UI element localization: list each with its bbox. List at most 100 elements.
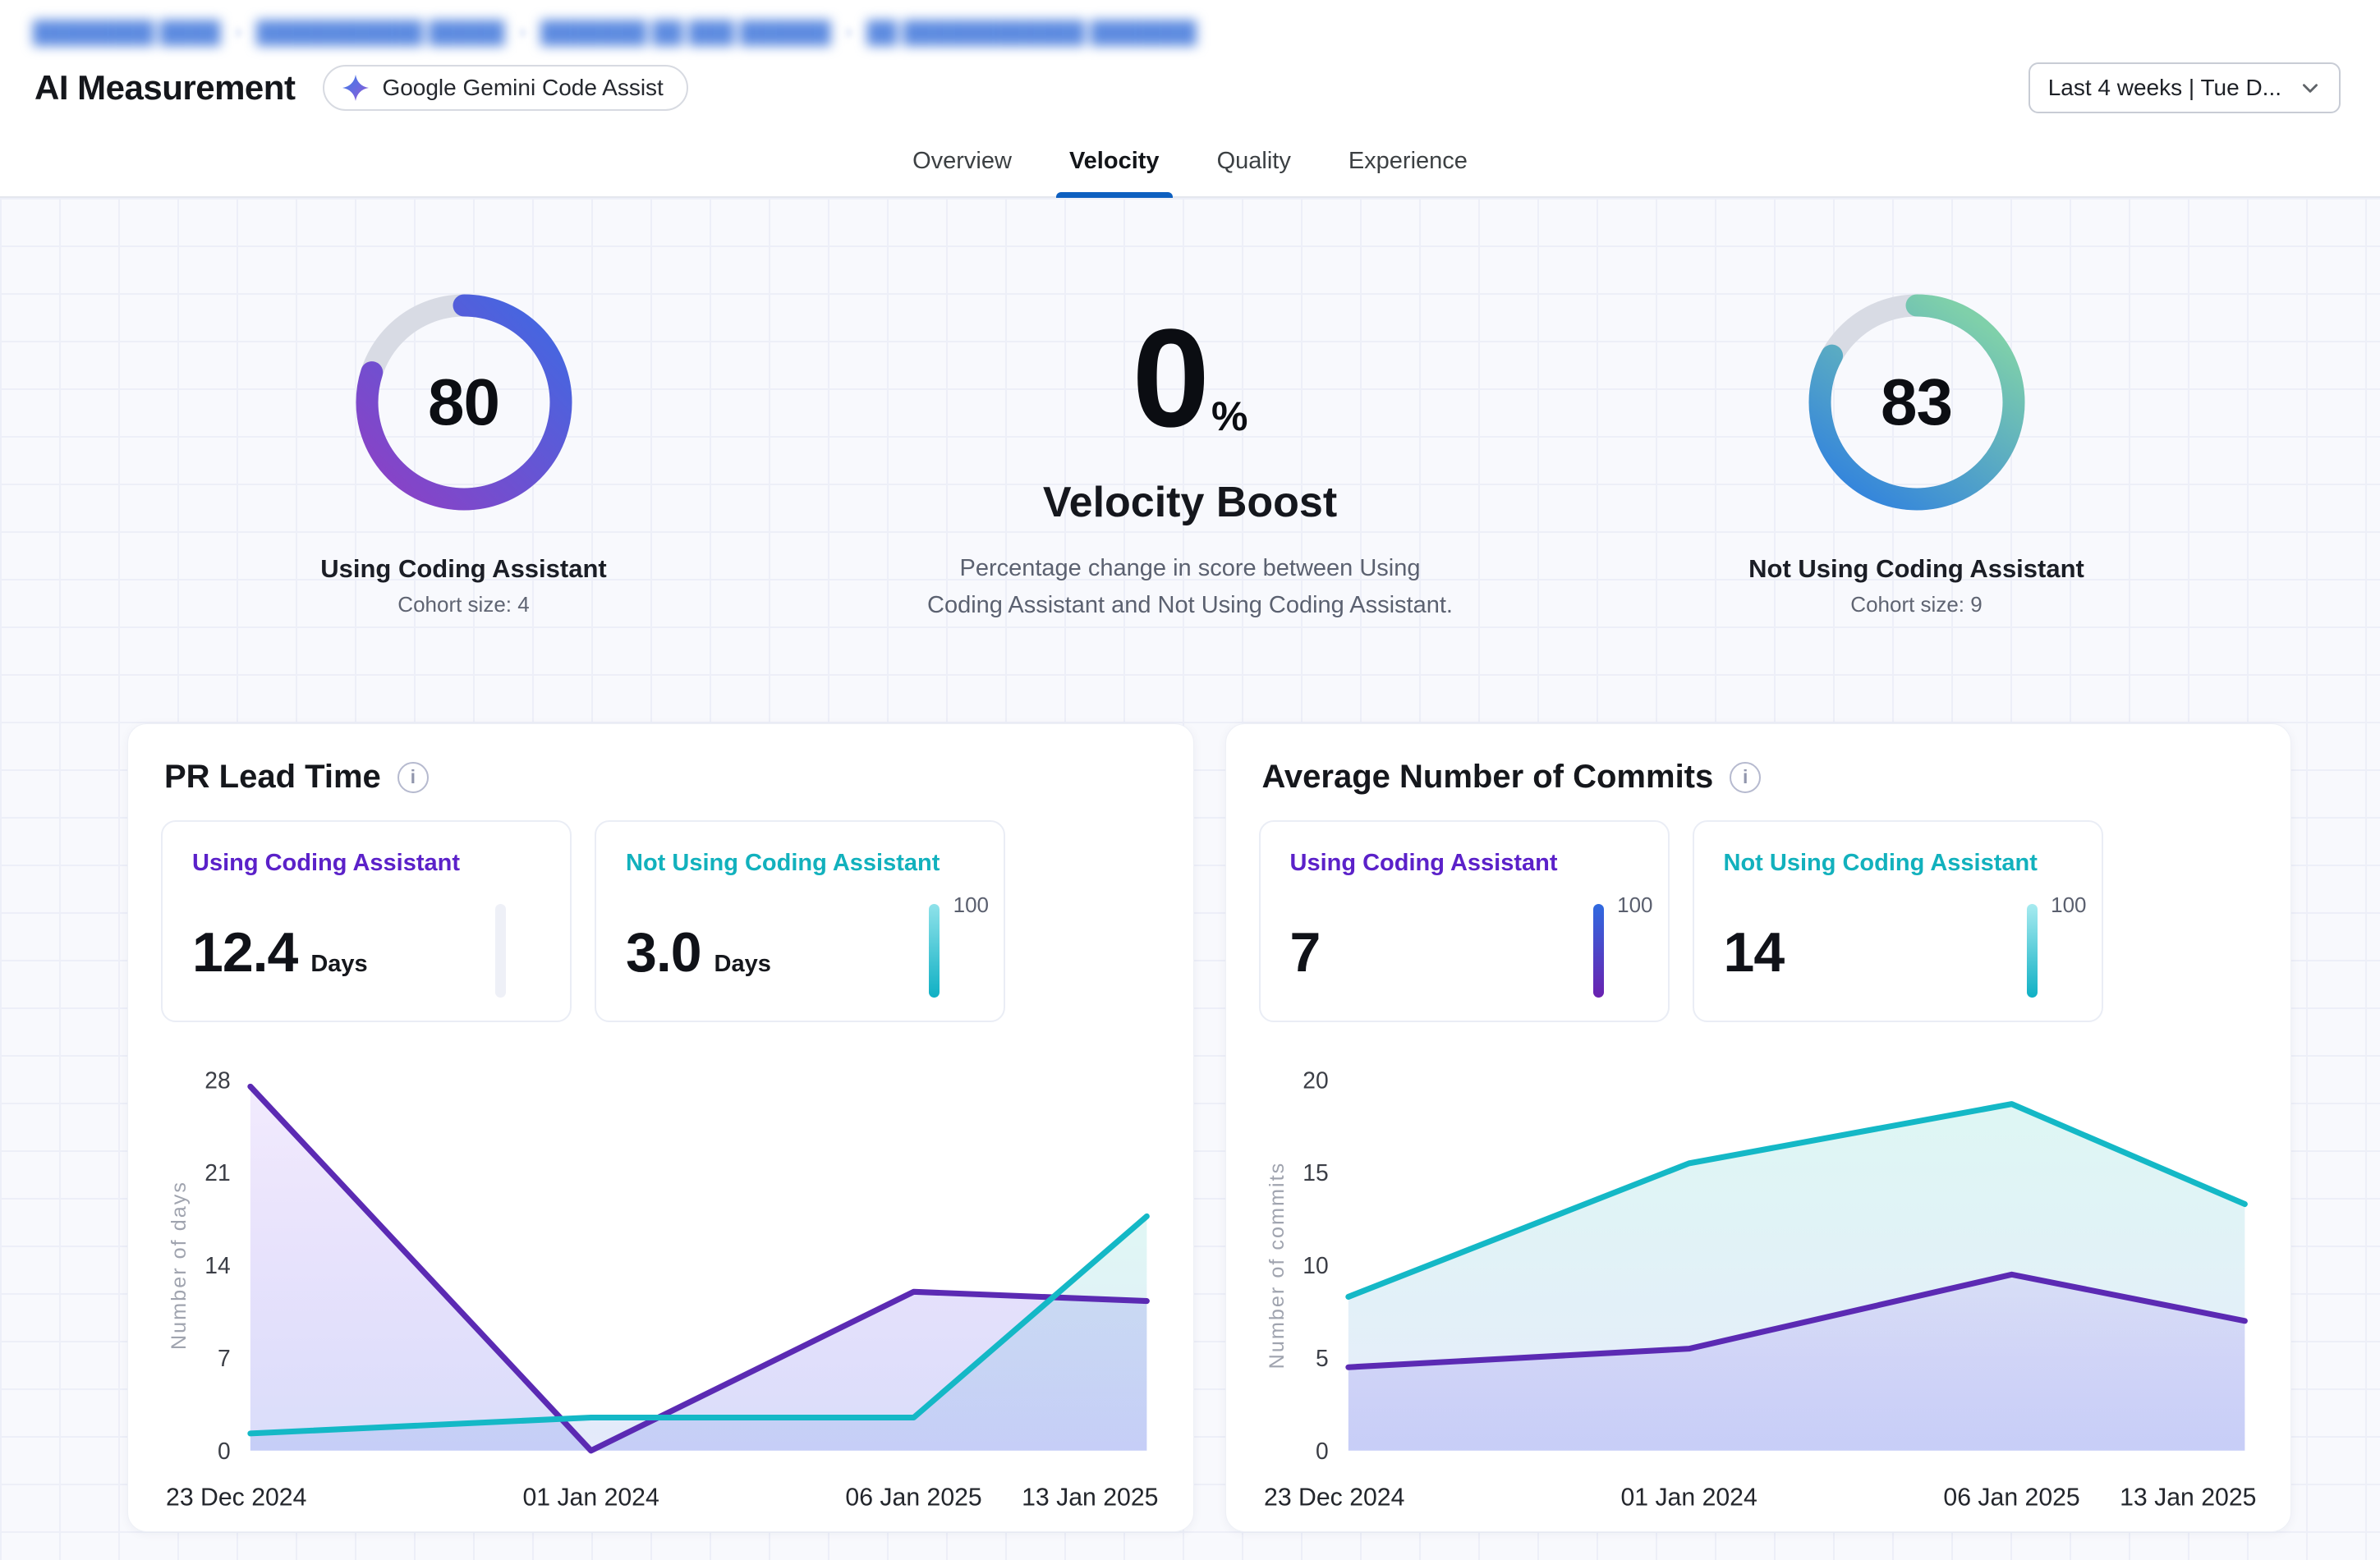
series-area: [250, 1216, 1147, 1451]
velocity-boost: 0 % Velocity Boost Percentage change in …: [878, 283, 1502, 723]
velocity-summary: 80 Using Coding Assistant Cohort size: 4…: [0, 198, 2380, 723]
y-tick-label: 28: [204, 1067, 230, 1093]
breadcrumb-item[interactable]: ██ ████████████ ███████: [866, 19, 1197, 44]
card-title: Average Number of Commits: [1261, 759, 1714, 795]
stat-using-coding-assistant: Using Coding Assistant 12.4 Days: [161, 820, 572, 1022]
x-tick-label: 06 Jan 2025: [845, 1484, 981, 1511]
boost-number: 0: [1132, 301, 1210, 457]
stat-value: 7: [1289, 921, 1321, 984]
gauge-score-value: 80: [428, 365, 500, 438]
stat-row: Using Coding Assistant 12.4 Days Not Usi…: [161, 820, 1160, 1022]
chevron-down-icon: [2303, 84, 2318, 93]
y-tick-label: 0: [1315, 1438, 1328, 1464]
stat-not-using-coding-assistant: Not Using Coding Assistant 14 100: [1692, 820, 2103, 1022]
velocity-boost-description: Percentage change in score between Using…: [927, 555, 1453, 618]
stat-label: Not Using Coding Assistant: [1723, 850, 2038, 876]
breadcrumb: ████████ ████ › ███████████ █████ › ████…: [0, 0, 2380, 53]
title-row: AI Measurement Google Gemini Code Assist…: [0, 53, 2380, 128]
stat-scale-max: 100: [1617, 892, 1653, 917]
stat-value: 3.0: [626, 921, 702, 984]
velocity-boost-value: 0 %: [1132, 301, 1248, 457]
x-tick-label: 06 Jan 2025: [1943, 1484, 2079, 1511]
tab-bar: Overview Velocity Quality Experience: [0, 128, 2380, 198]
y-axis-title: Number of days: [168, 1181, 191, 1350]
gauge-label: Using Coding Assistant: [320, 554, 607, 583]
gauge-score-value: 83: [1881, 365, 1953, 438]
stat-value: 14: [1723, 921, 1785, 984]
pr-lead-time-chart: 0 7 14 21 28 Number of days 23 Dec 2024 01 Jan …: [161, 1050, 1160, 1518]
y-tick-label: 5: [1315, 1345, 1328, 1371]
gauge-using-coding-assistant: 80 Using Coding Assistant Cohort size: 4: [49, 283, 878, 723]
tab-experience[interactable]: Experience: [1348, 148, 1468, 174]
series-line: [247, 1083, 1150, 1454]
breadcrumb-item[interactable]: ███████████ █████: [256, 19, 505, 44]
y-axis-title: Number of commits: [1266, 1162, 1289, 1370]
y-tick-label: 0: [218, 1438, 231, 1464]
stat-label: Using Coding Assistant: [192, 850, 460, 876]
stat-scale-max: 100: [953, 892, 989, 917]
card-pr-lead-time: PR Lead Time i Using Coding Assistant 12…: [127, 723, 1194, 1532]
content: 80 Using Coding Assistant Cohort size: 4…: [0, 198, 2380, 1560]
gauge-ring: [356, 294, 572, 511]
info-icon[interactable]: i: [1730, 761, 1762, 793]
gemini-sparkle-icon: [342, 75, 370, 101]
x-tick-label: 01 Jan 2024: [522, 1484, 659, 1511]
x-tick-label: 23 Dec 2024: [166, 1484, 306, 1511]
stat-unit: Days: [310, 951, 368, 977]
x-tick-label: 01 Jan 2024: [1620, 1484, 1757, 1511]
series-line: [247, 1213, 1150, 1437]
period-dropdown-value: Last 4 weeks | Tue D...: [2047, 75, 2281, 100]
page-title: AI Measurement: [34, 68, 296, 107]
card-average-number-of-commits: Average Number of Commits i Using Coding…: [1224, 723, 2291, 1532]
gemini-badge[interactable]: Google Gemini Code Assist: [323, 65, 688, 111]
stat-label: Not Using Coding Assistant: [626, 850, 940, 876]
score-gauge: 83: [1798, 283, 2036, 521]
metric-cards: PR Lead Time i Using Coding Assistant 12…: [0, 723, 2380, 1532]
card-title: PR Lead Time: [164, 759, 381, 795]
tab-overview[interactable]: Overview: [912, 148, 1012, 174]
series-area: [250, 1086, 1147, 1451]
y-tick-label: 7: [218, 1345, 231, 1371]
tab-quality[interactable]: Quality: [1216, 148, 1291, 174]
area-chart: 0 7 14 21 28 Number of days 23 Dec 2024 01 Jan …: [166, 1067, 1158, 1511]
stat-scale-bar: [929, 904, 940, 998]
breadcrumb-item[interactable]: ███████ ██ ███ ██████: [540, 19, 831, 44]
commits-chart: 0 5 10 15 20 Number of commits 23 Dec 2024 01 J…: [1259, 1050, 2258, 1518]
breadcrumb-item[interactable]: ████████ ████: [33, 19, 221, 44]
stat-label: Using Coding Assistant: [1289, 850, 1558, 876]
header: ████████ ████ › ███████████ █████ › ████…: [0, 0, 2380, 198]
velocity-boost-title: Velocity Boost: [1042, 479, 1338, 526]
breadcrumb-separator-icon: ›: [235, 21, 242, 43]
tab-velocity[interactable]: Velocity: [1055, 128, 1173, 198]
gauge-ring: [1808, 294, 2024, 511]
score-gauge: 80: [345, 283, 583, 521]
stat-unit: Days: [714, 951, 771, 977]
period-dropdown[interactable]: Last 4 weeks | Tue D...: [2028, 62, 2341, 113]
area-chart: 0 5 10 15 20 Number of commits 23 Dec 2024 01 J…: [1264, 1067, 2256, 1511]
y-tick-label: 10: [1303, 1252, 1328, 1278]
info-icon[interactable]: i: [397, 761, 429, 793]
breadcrumb-separator-icon: ›: [845, 21, 852, 43]
stat-scale-bar: [2026, 904, 2038, 998]
series-line: [1344, 1271, 2248, 1370]
stat-value: 12.4: [192, 921, 298, 984]
series-line: [1344, 1101, 2248, 1300]
series-area: [1348, 1274, 2244, 1451]
gemini-badge-label: Google Gemini Code Assist: [382, 75, 664, 100]
stat-row: Using Coding Assistant 7 100 Not Using C…: [1258, 820, 2258, 1022]
y-tick-label: 14: [204, 1252, 230, 1278]
x-tick-label: 13 Jan 2025: [2120, 1484, 2256, 1511]
stat-not-using-coding-assistant: Not Using Coding Assistant 3.0 Days 100: [595, 820, 1005, 1022]
breadcrumb-separator-icon: ›: [519, 21, 526, 43]
y-tick-label: 20: [1303, 1067, 1328, 1093]
gauge-not-using-coding-assistant: 83 Not Using Coding Assistant Cohort siz…: [1502, 283, 2331, 723]
boost-percent-sign: %: [1211, 393, 1248, 439]
stat-scale-bar: [1592, 904, 1604, 998]
y-tick-label: 15: [1303, 1159, 1328, 1186]
stat-scale-bar: [495, 904, 506, 998]
x-tick-label: 13 Jan 2025: [1022, 1484, 1158, 1511]
x-tick-label: 23 Dec 2024: [1264, 1484, 1404, 1511]
y-tick-label: 21: [204, 1159, 230, 1186]
stat-scale-max: 100: [2051, 892, 2087, 917]
